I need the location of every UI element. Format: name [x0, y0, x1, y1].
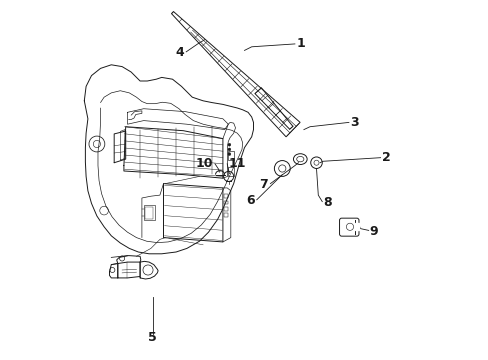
Bar — [224, 213, 228, 217]
Text: 7: 7 — [259, 178, 268, 191]
Polygon shape — [355, 223, 358, 230]
Text: 3: 3 — [349, 116, 358, 129]
Bar — [227, 167, 234, 176]
Text: 1: 1 — [296, 37, 305, 50]
Text: 2: 2 — [381, 151, 390, 164]
Circle shape — [227, 143, 230, 146]
Bar — [224, 194, 228, 198]
Circle shape — [227, 153, 230, 156]
Text: 10: 10 — [195, 157, 213, 170]
Text: 9: 9 — [369, 225, 378, 238]
Text: 6: 6 — [245, 194, 254, 207]
Text: 11: 11 — [228, 157, 245, 170]
Bar — [224, 201, 228, 204]
Text: 4: 4 — [175, 46, 184, 59]
Bar — [224, 207, 228, 211]
Bar — [143, 205, 154, 220]
Bar — [227, 151, 234, 160]
Bar — [145, 207, 153, 219]
Circle shape — [227, 148, 230, 151]
Text: 5: 5 — [148, 331, 157, 344]
Text: 8: 8 — [323, 196, 332, 209]
